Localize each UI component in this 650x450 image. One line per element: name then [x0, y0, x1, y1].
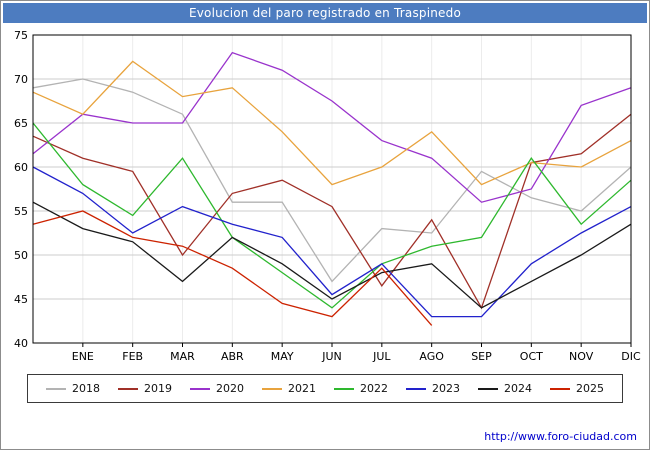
legend-swatch-2024	[478, 387, 498, 390]
y-axis-label: 60	[14, 161, 28, 174]
series-line-2024	[32, 201, 632, 309]
x-axis-label: AGO	[419, 350, 444, 363]
legend-label: 2025	[576, 382, 604, 395]
legend-item-2019: 2019	[118, 382, 172, 395]
x-axis-label: FEB	[122, 350, 143, 363]
x-axis-label: OCT	[520, 350, 543, 363]
series-line-2021	[32, 60, 632, 186]
legend-swatch-2023	[406, 387, 426, 390]
series-line-2025	[32, 210, 433, 326]
legend-label: 2024	[504, 382, 532, 395]
x-axis-label: ENE	[72, 350, 94, 363]
x-axis-label: SEP	[471, 350, 492, 363]
series-line-2023	[32, 166, 632, 318]
series-line-2022	[32, 122, 632, 309]
x-axis-label: MAR	[170, 350, 195, 363]
x-axis-label: MAY	[271, 350, 294, 363]
legend-label: 2019	[144, 382, 172, 395]
x-axis-label: JUN	[321, 350, 342, 363]
x-axis-label: ABR	[221, 350, 244, 363]
legend-swatch-2020	[190, 387, 210, 390]
legend: 2018 2019 2020 2021 2022 2023 2024 2025	[27, 374, 623, 403]
y-axis-label: 75	[14, 29, 28, 42]
legend-item-2023: 2023	[406, 382, 460, 395]
legend-item-2018: 2018	[46, 382, 100, 395]
y-axis-label: 50	[14, 249, 28, 262]
legend-item-2024: 2024	[478, 382, 532, 395]
chart-area: ENE FEB MAR ABR MAY JUN JUL AGO SEP OCT NOV DIC 40 45…	[1, 25, 649, 370]
legend-swatch-2022	[334, 387, 354, 390]
x-axis-label: JUL	[372, 350, 391, 363]
legend-swatch-2019	[118, 387, 138, 390]
legend-label: 2023	[432, 382, 460, 395]
legend-label: 2022	[360, 382, 388, 395]
legend-item-2022: 2022	[334, 382, 388, 395]
x-axis-label: NOV	[569, 350, 594, 363]
x-axis-label: DIC	[621, 350, 641, 363]
y-axis-label: 45	[14, 293, 28, 306]
footer-url[interactable]: http://www.foro-ciudad.com	[484, 430, 637, 443]
line-chart: ENE FEB MAR ABR MAY JUN JUL AGO SEP OCT NOV DIC 40 45…	[14, 29, 641, 363]
legend-label: 2018	[72, 382, 100, 395]
legend-swatch-2018	[46, 387, 66, 390]
legend-swatch-2025	[550, 387, 570, 390]
legend-item-2020: 2020	[190, 382, 244, 395]
legend-swatch-2021	[262, 387, 282, 390]
y-axis-label: 40	[14, 337, 28, 350]
y-axis-label: 70	[14, 73, 28, 86]
legend-label: 2021	[288, 382, 316, 395]
series-line-2018	[32, 78, 632, 283]
plot-border	[32, 34, 632, 344]
legend-item-2025: 2025	[550, 382, 604, 395]
y-axis-label: 65	[14, 117, 28, 130]
y-axis-label: 55	[14, 205, 28, 218]
legend-label: 2020	[216, 382, 244, 395]
chart-title: Evolucion del paro registrado en Traspin…	[3, 3, 647, 23]
series-line-2020	[32, 51, 632, 203]
legend-item-2021: 2021	[262, 382, 316, 395]
